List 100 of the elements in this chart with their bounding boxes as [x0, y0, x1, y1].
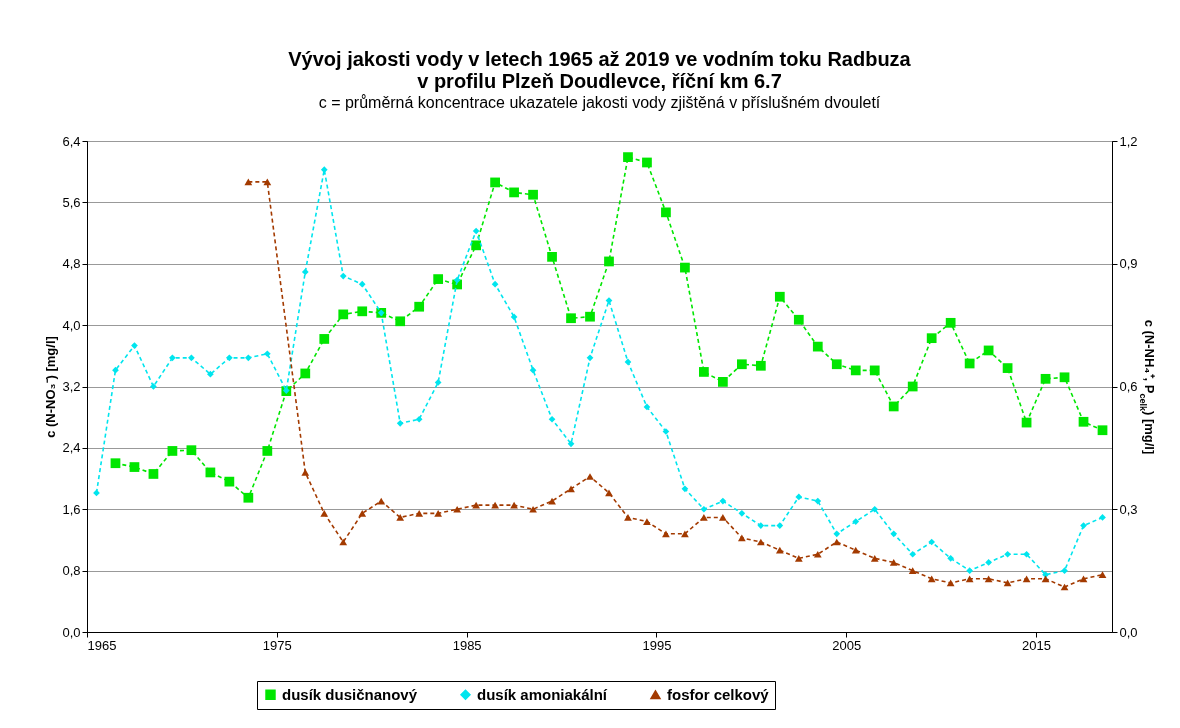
point: [833, 530, 841, 538]
point: [263, 178, 272, 186]
point: [965, 575, 974, 583]
point: [301, 268, 309, 276]
point: [529, 366, 537, 374]
point: [907, 381, 918, 392]
point: [131, 342, 138, 349]
point: [224, 476, 235, 487]
y-tick-label: 0,0: [62, 624, 81, 640]
point: [718, 377, 728, 387]
point: [148, 469, 159, 479]
point: [586, 473, 594, 480]
point: [301, 469, 310, 476]
x-tick-label: 1985: [452, 637, 482, 653]
point: [870, 555, 879, 562]
point: [738, 509, 746, 517]
point: [548, 415, 556, 423]
point: [1059, 372, 1070, 383]
y2-tick-label: 0,6: [1119, 379, 1138, 394]
point: [586, 354, 594, 362]
point: [169, 354, 176, 362]
point: [567, 485, 575, 493]
y2-tick-label: 0,9: [1119, 256, 1138, 272]
y-tick-label: 6,4: [62, 133, 81, 149]
point: [1002, 363, 1013, 373]
point: [776, 522, 784, 529]
legend-label: dusík dusičnanový: [282, 685, 418, 703]
point: [888, 401, 899, 412]
point: [1040, 373, 1051, 384]
y2-tick-label: 1,2: [1119, 133, 1138, 149]
point: [661, 207, 671, 218]
point: [490, 177, 500, 188]
point: [984, 575, 993, 583]
point: [357, 306, 368, 317]
y-axis-title: c (N-NO₃⁻) [mg/l]: [43, 336, 59, 438]
point: [623, 152, 633, 162]
point: [700, 514, 708, 521]
point: [1022, 575, 1031, 583]
point: [320, 509, 329, 517]
x-tick-label: 2015: [1022, 637, 1052, 653]
point: [1080, 522, 1087, 529]
point: [662, 530, 670, 538]
point: [547, 251, 557, 262]
point: [1060, 583, 1069, 591]
point: [453, 505, 462, 513]
point: [966, 567, 973, 574]
point: [320, 166, 328, 173]
point: [681, 530, 689, 538]
y-tick-label: 2,4: [62, 440, 81, 456]
y2-tick-label: 0,3: [1119, 501, 1138, 517]
point: [699, 367, 709, 377]
y-tick-label: 5,6: [62, 194, 81, 210]
point: [1023, 550, 1030, 558]
point: [851, 546, 860, 554]
point: [244, 178, 253, 186]
x-tick-label: 1995: [642, 637, 672, 653]
point: [1079, 575, 1088, 583]
point: [567, 440, 575, 448]
y-tick-label: 4,0: [62, 317, 81, 333]
point: [433, 274, 444, 284]
point: [471, 240, 481, 251]
x-tick-label: 1965: [87, 637, 117, 653]
point: [813, 550, 822, 558]
point: [453, 276, 461, 284]
point: [1098, 571, 1107, 579]
point: [604, 256, 614, 267]
point: [510, 313, 518, 321]
point: [947, 555, 955, 562]
x-tick-label: 2005: [832, 637, 862, 653]
point: [112, 366, 119, 374]
point: [300, 368, 311, 379]
point: [396, 419, 404, 427]
point: [795, 493, 803, 501]
point: [643, 403, 651, 411]
point: [395, 316, 406, 327]
point: [812, 341, 823, 352]
point: [1042, 571, 1049, 579]
point: [358, 509, 367, 517]
point: [850, 365, 861, 376]
point: [680, 262, 690, 273]
point: [737, 534, 746, 542]
point: [396, 514, 405, 521]
point: [719, 497, 727, 505]
point: [642, 157, 652, 168]
x-tick-label: 1975: [262, 637, 292, 653]
point: [358, 280, 366, 288]
point: [985, 559, 992, 566]
y2-tick-label: 0,0: [1119, 624, 1138, 640]
point: [794, 555, 803, 562]
point: [150, 383, 157, 390]
point: [700, 505, 708, 513]
point: [889, 559, 898, 566]
point: [319, 334, 330, 344]
point: [434, 509, 443, 517]
point: [928, 538, 936, 546]
point: [1004, 550, 1011, 558]
point: [585, 311, 595, 322]
point: [263, 350, 271, 358]
point: [414, 301, 425, 312]
point: [415, 509, 424, 517]
